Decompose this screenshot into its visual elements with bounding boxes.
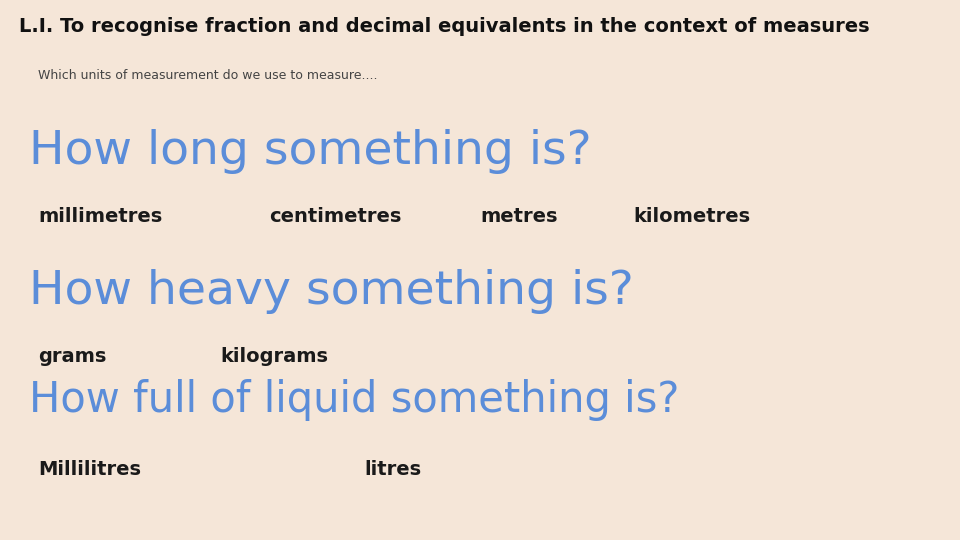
Text: centimetres: centimetres (269, 206, 401, 226)
Text: grams: grams (38, 347, 107, 366)
Text: How full of liquid something is?: How full of liquid something is? (29, 379, 679, 421)
Text: Which units of measurement do we use to measure....: Which units of measurement do we use to … (38, 69, 378, 82)
Text: How long something is?: How long something is? (29, 129, 591, 174)
Text: litres: litres (365, 460, 422, 480)
Text: kilometres: kilometres (634, 206, 751, 226)
Text: kilograms: kilograms (221, 347, 328, 366)
Text: millimetres: millimetres (38, 206, 162, 226)
Text: metres: metres (480, 206, 558, 226)
Text: How heavy something is?: How heavy something is? (29, 269, 634, 314)
Text: Millilitres: Millilitres (38, 460, 141, 480)
Text: L.I. To recognise fraction and decimal equivalents in the context of measures: L.I. To recognise fraction and decimal e… (19, 17, 870, 37)
